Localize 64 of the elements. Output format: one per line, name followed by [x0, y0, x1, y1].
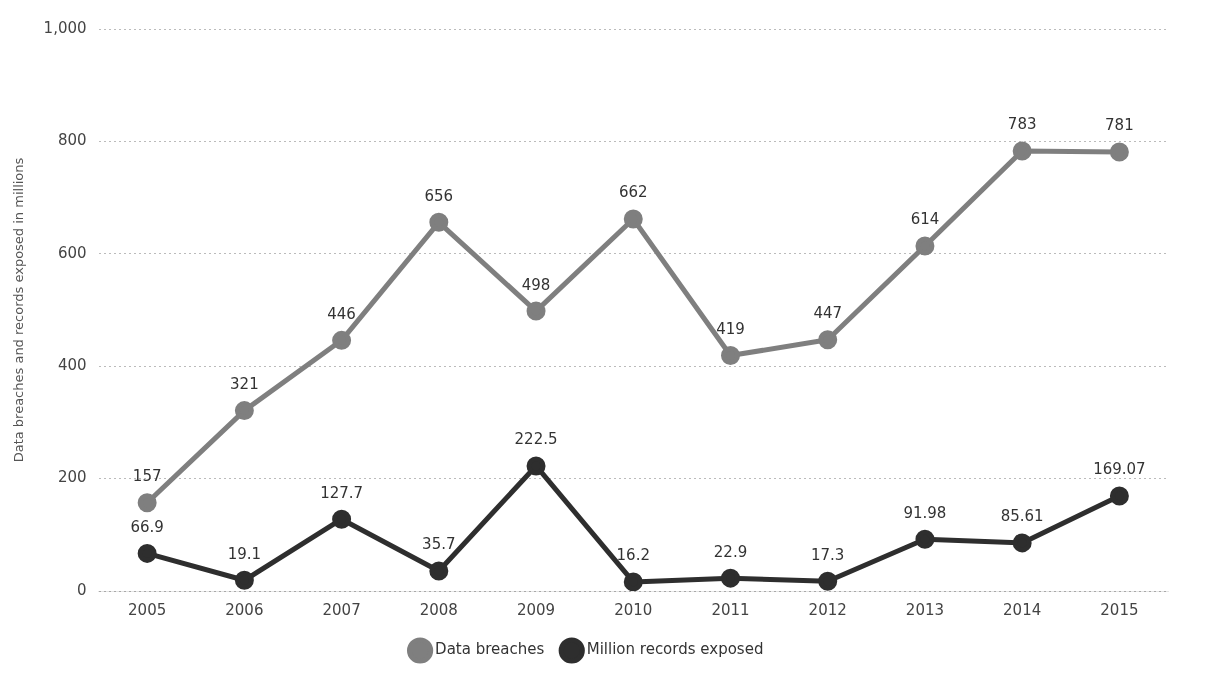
- data-label: 656: [424, 186, 454, 205]
- point: [720, 568, 740, 588]
- data-label: 446: [327, 304, 356, 323]
- legend-label: Data breaches: [435, 640, 545, 659]
- point: [818, 571, 838, 591]
- data-label: 22.9: [713, 542, 748, 561]
- x-tick-label: 2009: [516, 600, 556, 619]
- x-tick-label: 2007: [322, 600, 361, 619]
- point: [623, 572, 643, 591]
- data-label: 498: [521, 275, 551, 294]
- y-tick-label: 400: [57, 356, 87, 375]
- y-tick-label: 1,000: [43, 18, 87, 37]
- data-label: 157: [132, 467, 162, 486]
- point: [1012, 533, 1032, 553]
- data-label: 16.2: [616, 546, 650, 565]
- point: [429, 561, 449, 581]
- data-label: 614: [910, 210, 940, 229]
- data-label: 447: [813, 304, 843, 323]
- x-tick-label: 2006: [225, 600, 264, 619]
- point: [1012, 141, 1032, 161]
- data-label: 85.61: [1000, 507, 1044, 526]
- y-tick-label: 0: [77, 580, 87, 599]
- data-label: 321: [230, 374, 259, 393]
- y-tick-label: 800: [57, 131, 87, 150]
- data-label: 222.5: [514, 430, 558, 449]
- point: [234, 401, 254, 421]
- data-label: 127.7: [320, 483, 364, 502]
- point: [623, 209, 643, 229]
- point: [429, 212, 449, 232]
- data-label: 35.7: [422, 535, 456, 554]
- y-tick-label: 200: [57, 468, 87, 487]
- x-tick-label: 2012: [808, 600, 847, 619]
- x-tick-label: 2011: [711, 600, 750, 619]
- point: [526, 301, 546, 321]
- legend-label: Million records exposed: [586, 640, 764, 659]
- data-label: 17.3: [811, 545, 845, 564]
- point: [332, 330, 352, 350]
- point: [137, 543, 157, 563]
- point: [1109, 142, 1129, 162]
- point: [234, 570, 254, 590]
- y-tick-label: 600: [57, 243, 87, 262]
- x-tick-label: 2005: [128, 600, 167, 619]
- data-label: 781: [1105, 116, 1134, 135]
- point: [818, 330, 838, 350]
- data-label: 783: [1007, 115, 1037, 134]
- data-label: 91.98: [903, 503, 947, 522]
- x-tick-label: 2008: [419, 600, 458, 619]
- x-tick-label: 2013: [905, 600, 945, 619]
- point: [526, 456, 546, 476]
- point: [720, 346, 740, 366]
- point: [137, 493, 157, 513]
- point: [915, 529, 935, 549]
- data-label: 419: [716, 319, 745, 338]
- data-label: 662: [618, 183, 648, 202]
- data-label: 66.9: [130, 517, 164, 536]
- data-label: 19.1: [227, 544, 262, 563]
- data-label: 169.07: [1093, 460, 1146, 479]
- x-tick-label: 2015: [1100, 600, 1139, 619]
- x-tick-label: 2014: [1003, 600, 1042, 619]
- point: [1109, 486, 1129, 506]
- point: [915, 236, 935, 256]
- y-axis-title: Data breaches and records exposed in millions: [11, 157, 27, 463]
- point: [332, 509, 352, 529]
- x-tick-label: 2010: [614, 600, 653, 619]
